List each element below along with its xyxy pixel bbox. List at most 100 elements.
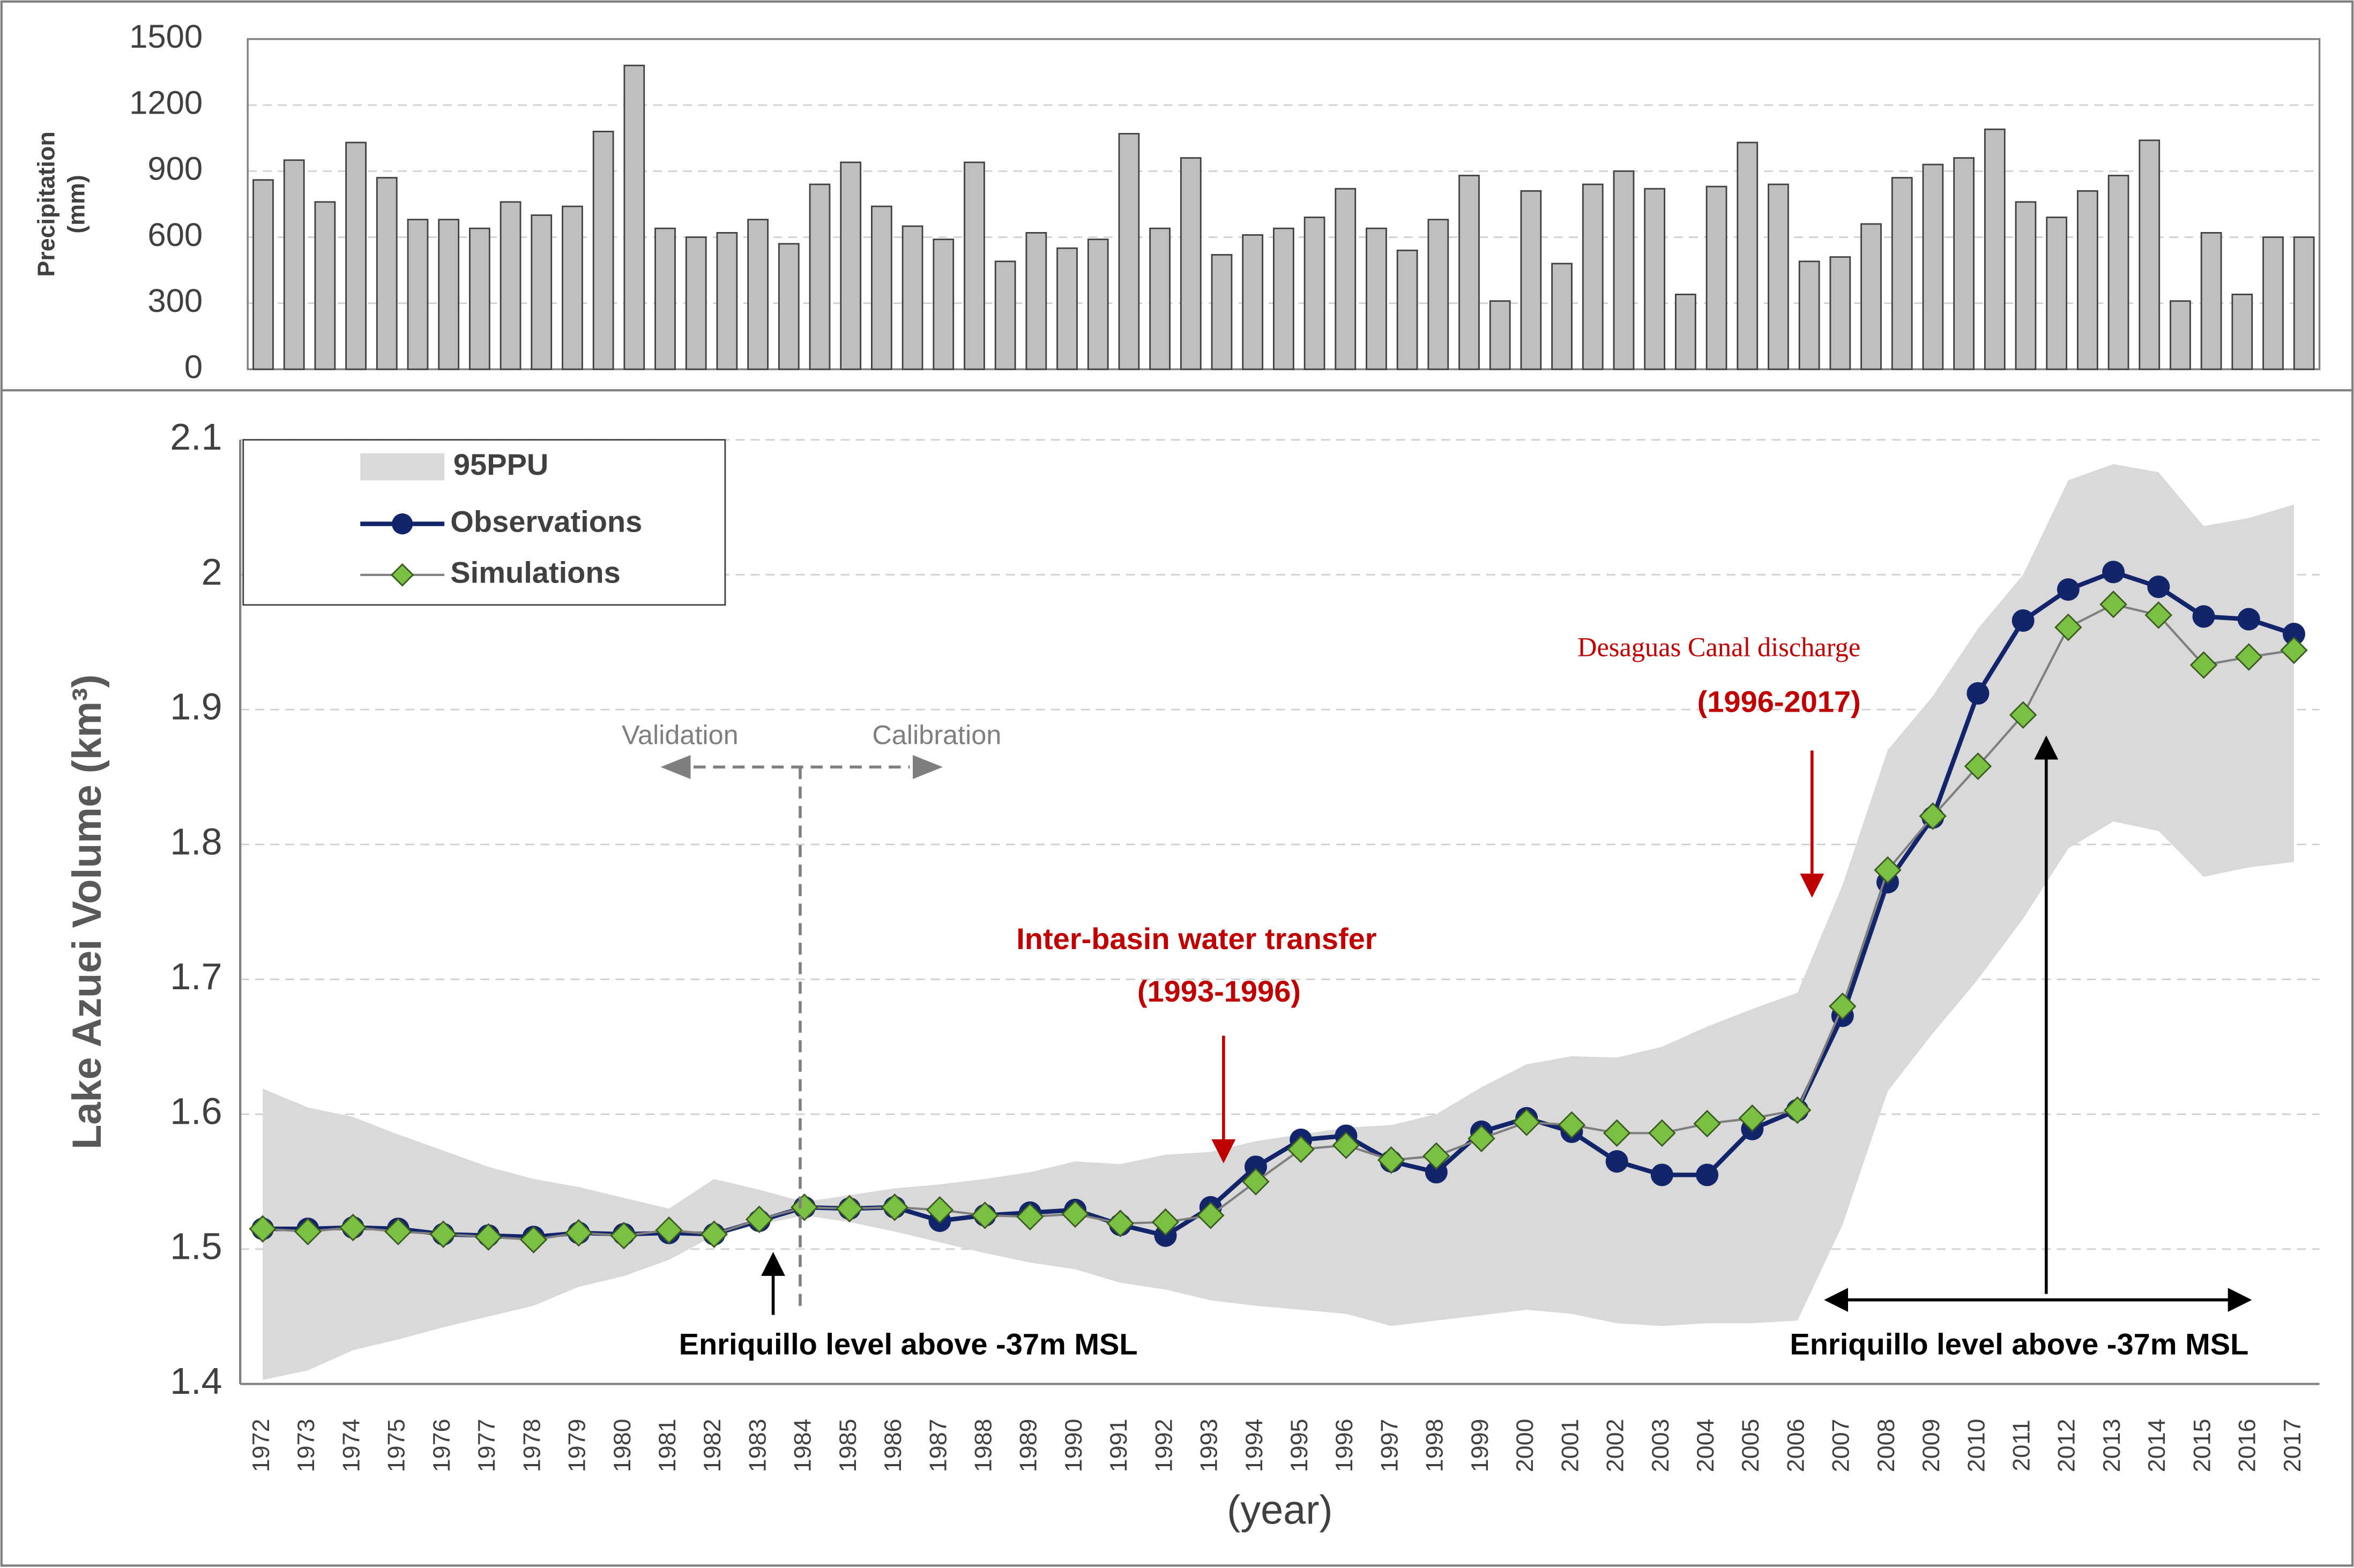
bar — [283, 159, 305, 370]
simulation-marker — [745, 1205, 773, 1234]
x-tick-label: 1988 — [970, 1419, 996, 1473]
simulation-marker — [1603, 1119, 1631, 1147]
x-tick-label: 1987 — [925, 1419, 951, 1473]
simulation-marker — [1693, 1110, 1721, 1138]
legend-swatch — [360, 453, 445, 481]
simulation-marker — [1377, 1146, 1405, 1174]
bar — [1087, 238, 1109, 370]
x-tick-label: 1973 — [293, 1419, 319, 1473]
x-tick-label: 1999 — [1466, 1419, 1493, 1473]
bar — [376, 177, 398, 370]
bar — [2139, 139, 2161, 370]
legend-label: Simulations — [450, 556, 620, 589]
bar — [1737, 141, 1759, 370]
y-tick-label: 1.6 — [170, 1091, 222, 1132]
simulation-marker — [1558, 1111, 1586, 1139]
simulation-marker — [1016, 1203, 1044, 1231]
bar — [1644, 188, 1666, 370]
simulation-marker — [1422, 1142, 1450, 1170]
bar — [2262, 236, 2284, 370]
y-tick-label: 900 — [147, 151, 203, 188]
x-tick-label: 2013 — [2098, 1419, 2125, 1473]
bar — [1953, 157, 1975, 370]
y-tick-label: 1200 — [129, 84, 203, 121]
bar — [407, 219, 429, 370]
simulation-marker — [2144, 601, 2173, 629]
annotation: Enriquillo level above -37m MSL — [679, 1327, 1138, 1361]
x-tick-label: 2016 — [2234, 1419, 2261, 1473]
bar — [438, 219, 460, 370]
x-tick-label: 2014 — [2143, 1419, 2170, 1473]
annotation-arrows — [660, 735, 2252, 1315]
simulation-marker — [2189, 651, 2218, 679]
y-tick-label: 1.5 — [170, 1225, 222, 1267]
observation-marker — [1605, 1150, 1628, 1173]
bar — [2200, 232, 2222, 370]
x-tick-label: 1979 — [564, 1419, 591, 1473]
bar — [2293, 236, 2315, 370]
y-tick-label: 1500 — [129, 18, 203, 55]
annotation: Validation — [622, 720, 739, 750]
y-tick-label: 1.8 — [170, 820, 222, 862]
y-tick-label: 2.1 — [170, 416, 222, 458]
simulation-marker — [1061, 1200, 1089, 1228]
bar — [345, 141, 367, 370]
annotation: Enriquillo level above -37m MSL — [1790, 1327, 2248, 1361]
x-tick-label: 1995 — [1286, 1419, 1313, 1473]
x-tick-label: 2002 — [1602, 1419, 1629, 1473]
bar — [685, 236, 707, 370]
bar — [1303, 216, 1325, 370]
simulation-marker — [1513, 1108, 1541, 1137]
x-tick-label: 2005 — [1737, 1419, 1764, 1473]
bar — [469, 227, 490, 370]
simulation-marker — [610, 1221, 638, 1250]
y-axis-label-line: Precipitation — [33, 131, 59, 277]
x-tick-label: 1989 — [1015, 1419, 1042, 1473]
x-tick-label: 2008 — [1873, 1419, 1899, 1473]
observation-marker — [2102, 561, 2125, 584]
bar — [778, 243, 800, 370]
bar — [1335, 188, 1357, 370]
bar — [2170, 300, 2191, 370]
simulation-marker — [2280, 636, 2308, 664]
x-tick-label: 1985 — [835, 1419, 861, 1473]
bar — [1551, 263, 1573, 370]
x-tick-label: 2006 — [1782, 1419, 1809, 1473]
series-line — [263, 603, 2295, 1241]
bar — [964, 161, 985, 370]
x-axis-label: (year) — [1227, 1488, 1332, 1533]
x-tick-label: 2012 — [2053, 1419, 2080, 1473]
y-tick-label: 300 — [147, 282, 203, 319]
observation-marker — [2192, 605, 2215, 628]
x-tick-label: 1981 — [654, 1419, 681, 1473]
x-tick-label: 1982 — [699, 1419, 726, 1473]
y-tick-label: 2 — [202, 551, 222, 593]
x-tick-label: 1996 — [1331, 1419, 1358, 1473]
observation-marker — [1650, 1163, 1673, 1186]
annotation: Inter-basin water transfer — [1016, 922, 1376, 955]
legend-marker — [392, 513, 413, 535]
x-tick-label: 1972 — [248, 1419, 274, 1473]
x-tick-label: 2009 — [1918, 1419, 1945, 1473]
bar — [716, 232, 738, 370]
observation-marker — [2147, 576, 2170, 599]
x-tick-label: 1994 — [1241, 1419, 1268, 1473]
bar — [2077, 190, 2098, 370]
bar — [1118, 133, 1140, 370]
bar — [531, 214, 553, 370]
bar — [933, 238, 955, 370]
simulation-marker — [384, 1218, 412, 1245]
bar — [2107, 175, 2129, 370]
bar — [1582, 183, 1604, 370]
observation-marker — [1425, 1161, 1448, 1184]
simulation-marker — [1242, 1168, 1270, 1196]
bar — [314, 201, 336, 370]
simulation-marker — [700, 1220, 728, 1248]
bar — [1829, 256, 1851, 370]
bar — [1180, 157, 1202, 370]
bar — [1860, 223, 1882, 370]
bar — [1366, 227, 1387, 370]
bar — [1273, 227, 1294, 370]
simulation-marker — [926, 1196, 954, 1224]
